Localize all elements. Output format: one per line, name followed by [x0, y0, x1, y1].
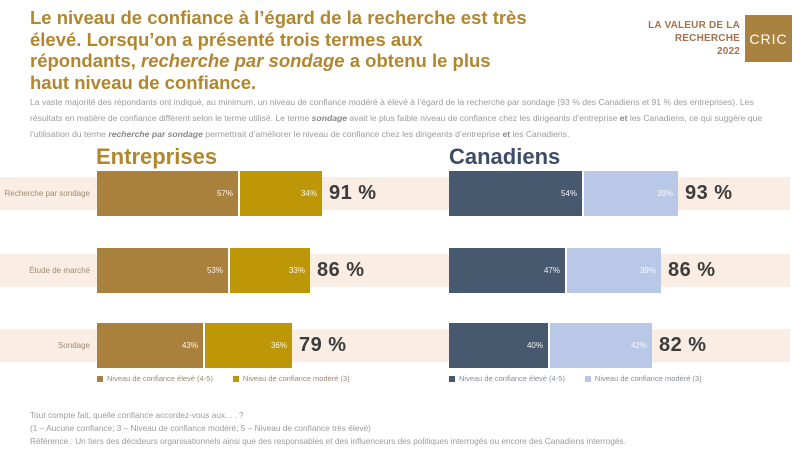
bar-segment: 39%	[565, 248, 661, 293]
legend-entreprises: Niveau de confiance élevé (4-5) Niveau d…	[97, 374, 350, 383]
bar-group-entreprises: 57% 34% 91 %	[97, 171, 377, 216]
group-header-entreprises: Entreprises	[96, 144, 218, 169]
bar-segment: 34%	[238, 171, 322, 216]
bar-segment: 40%	[449, 323, 548, 368]
legend-swatch-eleve	[449, 375, 455, 382]
intro-paragraph: La vaste majorité des répondants ont ind…	[30, 97, 763, 139]
bar-segment: 36%	[203, 323, 292, 368]
footnote-reference: Référence : Un tiers des décideurs organ…	[30, 436, 626, 446]
term-recherche-par-sondage: recherche par sondage	[108, 129, 203, 139]
term-sondage: sondage	[311, 113, 348, 123]
bar-segment: 53%	[97, 248, 228, 293]
legend-swatch-modere	[584, 375, 591, 382]
legend-label: Niveau de confiance élevé (4-5)	[107, 374, 213, 383]
title-italic-phrase: recherche par sondage	[141, 50, 345, 71]
total-label: 86 %	[668, 259, 716, 281]
title-line-1: Le niveau de confiance à l’égard de la r…	[30, 7, 527, 28]
total-label: 93 %	[685, 182, 733, 204]
category-label: Étude de marché	[29, 266, 90, 275]
bar-segment: 43%	[97, 323, 203, 368]
legend-item: Niveau de confiance élevé (4-5)	[449, 374, 565, 383]
legend-label: Niveau de confiance modéré (3)	[242, 374, 350, 383]
bar-segment: 54%	[449, 171, 582, 216]
footnote-question: Tout compte fait, quelle confiance accor…	[30, 410, 244, 420]
chart-row-2: Étude de marché 53% 33% 86 % 47% 39% 86 %	[0, 248, 800, 293]
legend-label: Niveau de confiance élevé (4-5)	[459, 374, 565, 383]
total-label: 86 %	[317, 259, 365, 281]
bar-segment: 47%	[449, 248, 565, 293]
bar-segment: 33%	[228, 248, 310, 293]
legend-item: Niveau de confiance élevé (4-5)	[97, 374, 213, 383]
bar-segment: 39%	[582, 171, 678, 216]
group-header-canadiens: Canadiens	[449, 144, 561, 169]
legend-item: Niveau de confiance modéré (3)	[232, 374, 350, 383]
legend-swatch-eleve	[97, 375, 103, 382]
footnote-scale: (1 – Aucune confiance; 3 – Niveau de con…	[30, 423, 371, 433]
total-label: 82 %	[659, 334, 707, 356]
legend-label: Niveau de confiance modéré (3)	[594, 374, 702, 383]
bar-group-canadiens: 47% 39% 86 %	[449, 248, 716, 293]
bar-segment: 42%	[548, 323, 652, 368]
legend-swatch-modere	[232, 375, 239, 382]
bar-group-canadiens: 54% 39% 93 %	[449, 171, 733, 216]
total-label: 91 %	[329, 182, 377, 204]
bar-group-entreprises: 53% 33% 86 %	[97, 248, 365, 293]
title-line-3: répondants, recherche par sondage a obte…	[30, 50, 491, 71]
legend-canadiens: Niveau de confiance élevé (4-5) Niveau d…	[449, 374, 702, 383]
legend-item: Niveau de confiance modéré (3)	[584, 374, 702, 383]
cric-logo: CRIC	[745, 15, 792, 62]
report-badge: LA VALEUR DE LA RECHERCHE 2022	[648, 20, 740, 57]
category-label: Recherche par sondage	[4, 189, 90, 198]
total-label: 79 %	[299, 334, 347, 356]
bar-group-entreprises: 43% 36% 79 %	[97, 323, 347, 368]
footnote: Tout compte fait, quelle confiance accor…	[30, 409, 770, 448]
title-line-4: haut niveau de confiance.	[30, 71, 257, 93]
chart-row-3: Sondage 43% 36% 79 % 40% 42% 82 %	[0, 323, 800, 368]
title-line-2: élevé. Lorsqu’on a présenté trois termes…	[30, 28, 423, 50]
bar-segment: 57%	[97, 171, 238, 216]
bar-group-canadiens: 40% 42% 82 %	[449, 323, 707, 368]
page-title: Le niveau de confiance à l’égard de la r…	[30, 7, 660, 93]
category-label: Sondage	[57, 341, 90, 350]
chart-row-1: Recherche par sondage 57% 34% 91 % 54% 39% 93 …	[0, 171, 800, 216]
